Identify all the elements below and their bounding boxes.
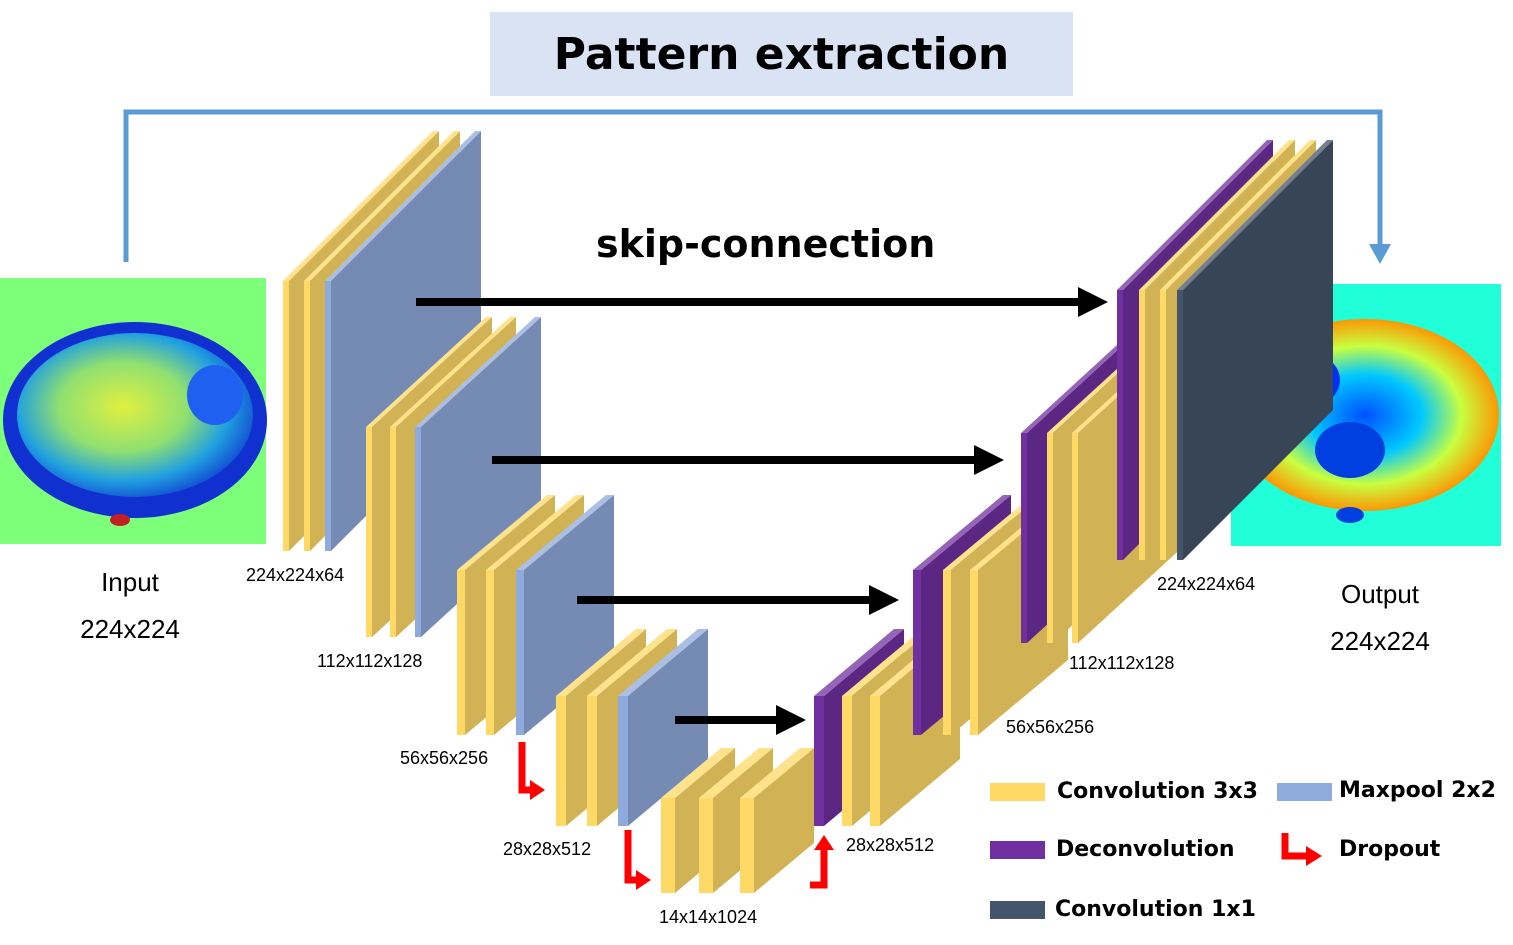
bottleneck-conv-c: [740, 748, 814, 893]
legend-swatch-maxpool: [1277, 783, 1332, 801]
encoder-dim-2: 112x112x128: [317, 651, 423, 671]
legend-label-maxpool: Maxpool 2x2: [1339, 778, 1496, 803]
legend-swatch-conv3x3: [990, 783, 1045, 801]
enc2-maxpool: [415, 317, 541, 637]
legend-label-conv3x3: Convolution 3x3: [1057, 779, 1258, 804]
decoder-dim-1: 28x28x512: [846, 835, 935, 855]
encoder-dim-1: 224x224x64: [246, 565, 345, 585]
encoder-dim-4: 28x28x512: [503, 839, 592, 859]
output-label: Output 224x224: [1310, 571, 1450, 665]
output-name: Output: [1340, 579, 1420, 609]
bottleneck-dim: 14x14x1024: [659, 907, 758, 927]
title-box: Pattern extraction: [490, 12, 1073, 96]
legend-swatch-conv1x1: [990, 901, 1045, 919]
input-image: [0, 278, 267, 544]
legend-label-dropout: Dropout: [1339, 837, 1441, 862]
outer-connection-line: [123, 109, 1383, 262]
legend-label-deconv: Deconvolution: [1056, 837, 1235, 862]
skip-arrow-4: [675, 705, 806, 735]
skip-arrow-1: [416, 287, 1108, 317]
skip-arrow-3: [577, 585, 899, 615]
legend-label-conv1x1: Convolution 1x1: [1055, 897, 1256, 922]
input-name: Input: [101, 567, 159, 597]
encoder-dim-3: 56x56x256: [400, 748, 489, 768]
enc4-maxpool: [618, 629, 708, 826]
decoder-dim-3: 112x112x128: [1069, 653, 1175, 673]
decoder-dim-2: 56x56x256: [1006, 717, 1095, 737]
legend-swatch-deconv: [990, 841, 1045, 859]
dropout-arrow-1: [518, 742, 545, 800]
skip-arrow-2: [492, 445, 1004, 475]
diagram-title: Pattern extraction: [553, 28, 1010, 80]
input-label: Input 224x224: [60, 559, 200, 653]
legend-dropout-icon: [1281, 833, 1322, 866]
dec1-conv1x1: [1177, 140, 1333, 560]
input-size: 224x224: [80, 614, 180, 644]
output-size: 224x224: [1330, 626, 1430, 656]
dropout-arrow-3: [810, 835, 834, 889]
skip-connection-label: skip-connection: [596, 222, 936, 266]
decoder-dim-4: 224x224x64: [1157, 574, 1256, 594]
outer-connection-arrowhead: [1369, 244, 1391, 264]
dropout-arrow-2: [624, 830, 651, 890]
